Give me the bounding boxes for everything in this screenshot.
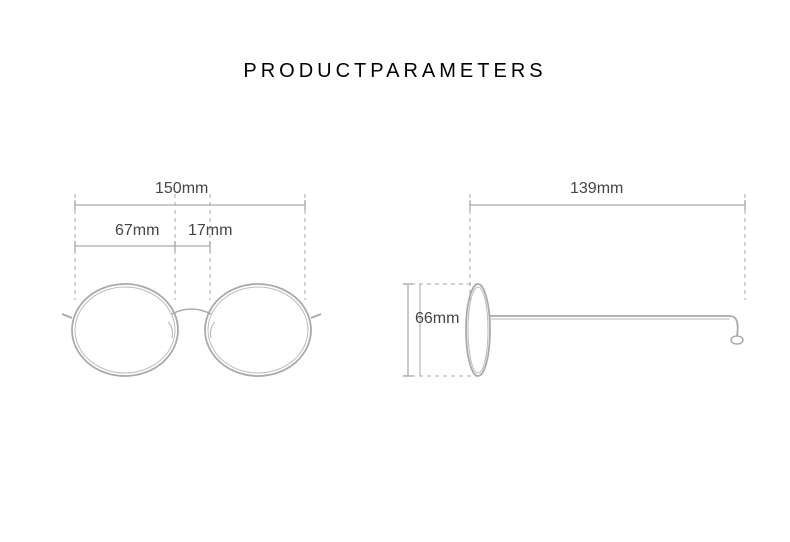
label-bridge-width: 17mm [188, 222, 232, 240]
label-temple-len: 139mm [570, 180, 623, 198]
label-total-width: 150mm [155, 180, 208, 198]
label-lens-width: 67mm [115, 222, 159, 240]
label-lens-height: 66mm [415, 310, 459, 328]
diagram-svg [0, 0, 790, 542]
